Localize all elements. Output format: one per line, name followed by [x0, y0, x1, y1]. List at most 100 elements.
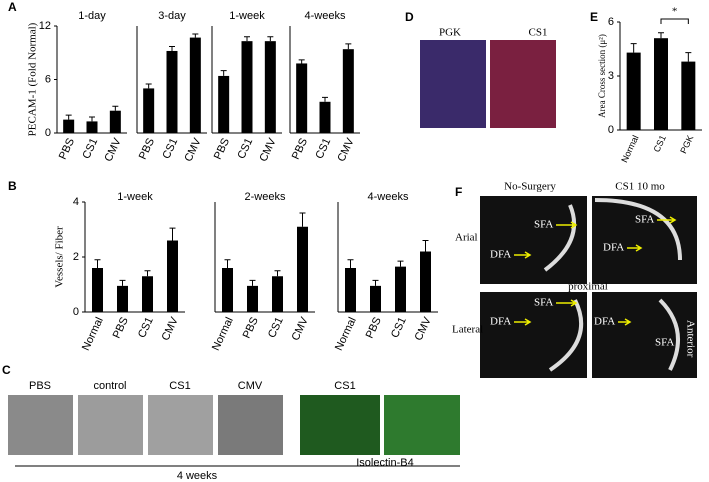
vessel-label: DFA [490, 316, 511, 328]
bar [241, 41, 253, 133]
micrograph [384, 395, 460, 455]
error-bar [169, 46, 175, 51]
group-title: 4-weeks [305, 10, 346, 22]
x-tick-label: PBS [364, 315, 384, 340]
row-label: Arial [455, 232, 478, 244]
x-tick-label: Normal [80, 315, 106, 352]
bar [222, 268, 233, 312]
micrograph [148, 395, 213, 455]
image-label: PGK [439, 27, 461, 39]
x-tick-label: CMV [413, 315, 434, 343]
vessel-label: DFA [490, 249, 511, 261]
error-bar [249, 279, 256, 286]
vessel-label: SFA [534, 219, 553, 231]
x-tick-label: CS1 [80, 136, 100, 160]
bar [247, 285, 258, 312]
arrow [514, 216, 677, 326]
y-axis-label: Area Cross section (μ²) [597, 34, 607, 118]
panel-letter: C [2, 363, 11, 377]
angiogram [480, 292, 587, 378]
row-label: Lateral [452, 324, 483, 336]
bar [296, 63, 308, 134]
x-tick-label: Normal [619, 134, 640, 165]
bar [117, 285, 128, 312]
vessel [548, 298, 680, 372]
micrograph [8, 395, 73, 455]
micrograph [490, 40, 556, 128]
bar [297, 226, 308, 312]
group-title: 1-week [117, 191, 153, 203]
panel-letter: D [405, 10, 414, 24]
x-tick-label: PBS [137, 136, 157, 161]
error-bar [347, 259, 354, 268]
x-tick-label: CMV [335, 136, 356, 164]
bar [681, 61, 696, 130]
y-tick-label: 6 [608, 16, 614, 28]
bar [420, 251, 431, 312]
x-tick-label: PBS [290, 136, 310, 161]
bar [272, 276, 283, 312]
error-bar [145, 83, 152, 89]
micrograph [218, 395, 283, 455]
bar [370, 285, 381, 312]
bar [218, 75, 230, 133]
y-tick-label: 0 [45, 127, 51, 139]
bar [345, 268, 356, 312]
panel-letter: F [455, 185, 462, 199]
bar [264, 41, 276, 133]
panel-letter: E [590, 10, 598, 24]
bar [395, 266, 406, 312]
x-tick-label: CMV [290, 315, 311, 343]
micrograph [300, 395, 380, 455]
x-tick-label: PGK [678, 134, 695, 155]
error-bar [322, 96, 328, 102]
x-tick-label: CS1 [266, 315, 286, 339]
panel-letter: A [8, 0, 17, 14]
error-bar [397, 260, 404, 267]
footer: 4 weeks [177, 470, 218, 482]
x-tick-label: PBS [241, 315, 261, 340]
bar [167, 240, 178, 312]
bar [86, 121, 98, 133]
error-bar [299, 212, 306, 227]
error-bar [422, 240, 429, 252]
bar [189, 37, 201, 133]
error-bar [244, 36, 250, 42]
angiogram [592, 196, 697, 284]
micrograph [78, 395, 143, 455]
error-bar [298, 59, 305, 64]
panel-letter: B [8, 179, 17, 193]
image-label: control [93, 380, 126, 392]
vessel-label: SFA [635, 214, 654, 226]
bar [109, 110, 121, 133]
group-title: 3-day [158, 10, 186, 22]
bar [654, 38, 668, 131]
x-tick-label: PBS [57, 136, 77, 161]
column-label: CS1 10 mo [615, 181, 665, 193]
image-label: CS1 [334, 380, 355, 392]
angiogram [592, 292, 697, 378]
vessel [543, 198, 682, 272]
column-label: No-Surgery [504, 181, 556, 193]
y-tick-label: 6 [45, 73, 51, 85]
x-tick-label: PBS [111, 315, 131, 340]
micrograph [420, 40, 486, 128]
error-bar [685, 52, 692, 62]
error-bar [224, 259, 231, 268]
image-label: CS1 [169, 380, 190, 392]
error-bar [89, 116, 95, 122]
bar [626, 52, 641, 130]
vessel-label: SFA [655, 337, 674, 349]
between-label: proximal [568, 281, 608, 293]
x-tick-label: CS1 [313, 136, 333, 160]
bar [63, 119, 75, 133]
y-tick-label: 0 [608, 124, 614, 136]
error-bar [192, 33, 199, 38]
image-label: CS1 [529, 27, 548, 39]
error-bar [630, 43, 637, 53]
error-bar [65, 114, 72, 120]
x-tick-label: CMV [257, 136, 278, 164]
x-tick-label: CS1 [235, 136, 255, 160]
group-title: 4-weeks [368, 191, 409, 203]
